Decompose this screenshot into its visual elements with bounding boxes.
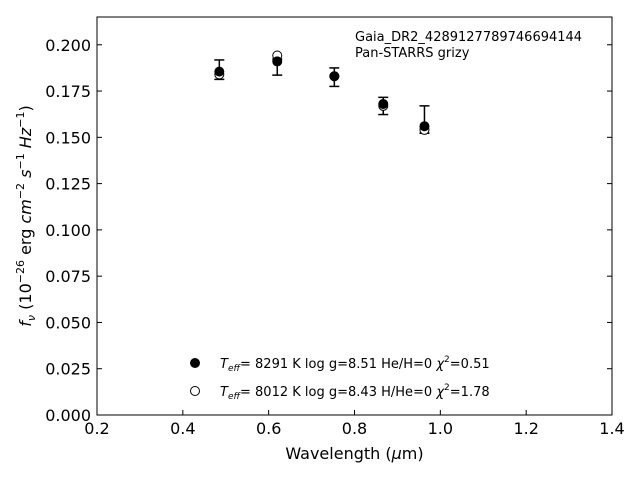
legend-2-comp: H/He=0 (381, 385, 432, 400)
x-tick-label-0: 0.2 (84, 419, 109, 438)
filled-point-1 (272, 56, 283, 67)
x-axis-ticks: 0.2 0.4 0.6 0.8 1.0 1.2 1.4 (84, 410, 625, 438)
legend-2-logg: log g=8.43 (305, 385, 377, 400)
y-tick-label-7: 0.175 (45, 82, 91, 101)
x-tick-label-3: 0.8 (342, 419, 367, 438)
model-points (214, 50, 430, 135)
legend-entry-1: Teff= 8291 K log g=8.51 He/H=0 χ2=0.51 (220, 355, 490, 374)
x-axis-label: Wavelength (μm) (285, 444, 423, 463)
x-tick-label-4: 1.0 (428, 419, 453, 438)
legend-marker-filled (190, 358, 200, 368)
legend-1-chi: =0.51 (450, 357, 490, 372)
legend-entry-2: Teff= 8012 K log g=8.43 H/He=0 χ2=1.78 (220, 383, 490, 402)
y-tick-label-5: 0.125 (45, 175, 91, 194)
y-tick-label-8: 0.200 (45, 36, 91, 55)
y-axis-ticks: 0.000 0.025 0.050 0.075 0.100 0.125 0.150 0.175… (45, 36, 612, 425)
x-tick-label-6: 1.4 (599, 419, 624, 438)
legend-2-chi: =1.78 (450, 385, 490, 400)
y-tick-label-3: 0.075 (45, 267, 91, 286)
star-id-annotation: Gaia_DR2_4289127789746694144 (355, 30, 582, 45)
y-tick-label-2: 0.050 (45, 313, 91, 332)
y-tick-label-4: 0.100 (45, 221, 91, 240)
x-tick-label-2: 0.6 (256, 419, 281, 438)
y-tick-label-1: 0.025 (45, 360, 91, 379)
filled-point-3 (378, 99, 389, 110)
filled-point-4 (419, 121, 430, 132)
plot-frame (96, 16, 613, 416)
legend-marker-open (190, 386, 200, 396)
y-tick-label-6: 0.150 (45, 128, 91, 147)
survey-annotation: Pan-STARRS grizy (355, 46, 470, 61)
x-tick-label-1: 0.4 (170, 419, 195, 438)
legend-2-teff: 8012 K (255, 385, 301, 400)
observed-error-bars (214, 58, 430, 135)
filled-point-0 (214, 66, 225, 77)
y-axis-label: fν (10−26 erg cm−2 s−1 Hz−1) (14, 105, 38, 326)
legend-1-teff: 8291 K (255, 357, 301, 372)
filled-point-2 (329, 71, 340, 82)
y-tick-label-0: 0.000 (45, 406, 91, 425)
x-tick-label-5: 1.2 (513, 419, 538, 438)
legend-1-comp: He/H=0 (381, 357, 432, 372)
legend: Teff= 8291 K log g=8.51 He/H=0 χ2=0.51 T… (190, 355, 490, 402)
legend-1-logg: log g=8.51 (305, 357, 377, 372)
